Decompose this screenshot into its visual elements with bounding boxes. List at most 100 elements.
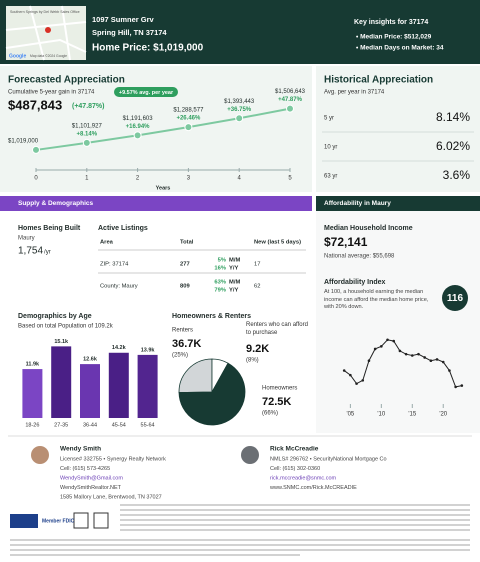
agent-info: WendySmithRealtor.NET bbox=[60, 485, 122, 491]
change: 79% bbox=[214, 288, 226, 294]
period: Y/Y bbox=[229, 266, 238, 272]
data-point bbox=[235, 114, 244, 123]
data-point bbox=[423, 356, 426, 359]
data-point bbox=[286, 104, 294, 113]
period: M/M bbox=[229, 258, 240, 264]
x-tick-label: 45-54 bbox=[112, 422, 126, 428]
value-label: $1,101,927 bbox=[72, 123, 103, 129]
value-label: 14.2k bbox=[112, 345, 127, 351]
value-label: (66%) bbox=[262, 411, 278, 417]
table-header: Area bbox=[100, 240, 114, 246]
chart-subtitle: Cumulative 5-year gain in 37174 bbox=[8, 90, 95, 96]
value-label: $1,393,443 bbox=[224, 99, 255, 105]
block-title: Active Listings bbox=[98, 225, 148, 232]
map bbox=[6, 6, 86, 60]
agent-info: 1585 Mallory Lane, Brentwood, TN 37027 bbox=[60, 494, 162, 500]
data-point bbox=[404, 352, 408, 356]
bar bbox=[137, 354, 158, 418]
insight: • Median Days on Market: 34 bbox=[356, 45, 444, 52]
panel-title: Historical Appreciation bbox=[324, 75, 433, 86]
x-tick-label: '05 bbox=[346, 412, 354, 418]
pie-slice bbox=[178, 358, 213, 393]
period: Y/Y bbox=[229, 288, 238, 294]
agent-info: Cell: (615) 573-4265 bbox=[60, 466, 110, 472]
change: 63% bbox=[214, 280, 226, 286]
value-label: (8%) bbox=[246, 358, 259, 364]
insights-title: Key insights for 37174 bbox=[354, 19, 428, 26]
chart-title: Demographics by Age bbox=[18, 313, 92, 320]
data-point bbox=[435, 358, 439, 361]
x-tick-label: 18-26 bbox=[25, 422, 39, 428]
bar bbox=[22, 369, 43, 418]
table-cell: 277 bbox=[180, 262, 190, 268]
data-point bbox=[184, 123, 193, 132]
rate: 8.14% bbox=[436, 110, 470, 124]
change-label: +36.75% bbox=[227, 107, 252, 113]
legend-label: Renters bbox=[172, 328, 193, 334]
rate: 6.02% bbox=[436, 139, 470, 153]
map-pin bbox=[45, 27, 51, 33]
historical-panel bbox=[316, 66, 480, 192]
agent-name: Wendy Smith bbox=[60, 446, 101, 453]
x-tick-label: 0 bbox=[34, 176, 38, 182]
insight: • Median Price: $512,029 bbox=[356, 34, 432, 41]
bar bbox=[51, 346, 72, 418]
logo bbox=[73, 512, 89, 529]
x-tick-label: '20 bbox=[439, 412, 447, 418]
data-point bbox=[349, 373, 352, 377]
data-point bbox=[454, 385, 457, 389]
index-value: 116 bbox=[447, 293, 464, 304]
data-point bbox=[410, 354, 414, 357]
block-title: Homes Being Built bbox=[18, 225, 81, 232]
section-title: Supply & Demographics bbox=[18, 200, 94, 207]
agent-photo bbox=[31, 446, 49, 464]
value-label: 13.9k bbox=[141, 347, 156, 353]
homes-value: 1,754 bbox=[18, 246, 43, 257]
change-label: +47.87% bbox=[278, 97, 303, 103]
table-cell: 17 bbox=[254, 262, 260, 268]
data-point bbox=[380, 345, 383, 348]
badge bbox=[114, 87, 178, 97]
x-axis-label: Years bbox=[156, 185, 171, 191]
value-label: $1,191,603 bbox=[123, 116, 154, 122]
agent-info: NMLS# 296762 • SecurityNational Mortgage… bbox=[270, 456, 387, 462]
change: 16% bbox=[214, 266, 226, 272]
data-point bbox=[441, 360, 445, 364]
x-tick-label: 4 bbox=[238, 176, 242, 182]
data-point bbox=[361, 379, 365, 382]
value-label: 11.9k bbox=[26, 362, 40, 368]
agent-photo bbox=[241, 446, 259, 464]
data-point bbox=[386, 338, 389, 342]
badge-text: +9.57% avg. per year bbox=[119, 90, 174, 96]
agent-info: WendySmith@Gmail.com bbox=[60, 475, 123, 481]
count-label: 9.2K bbox=[246, 343, 269, 355]
change-label: +8.14% bbox=[77, 131, 98, 137]
data-point bbox=[417, 352, 420, 356]
value-label: 15.1k bbox=[54, 339, 69, 345]
x-tick-label: 5 bbox=[288, 176, 292, 182]
x-tick-label: 1 bbox=[85, 176, 89, 182]
legend-label: Renters who can afford to purchase bbox=[246, 322, 308, 337]
agent-info: Cell: (615) 302-0360 bbox=[270, 466, 320, 472]
section-bar bbox=[316, 196, 480, 211]
data-point bbox=[367, 359, 371, 363]
period: 63 yr bbox=[324, 174, 337, 180]
count-label: 36.7K bbox=[172, 338, 201, 350]
area: Maury bbox=[18, 236, 35, 242]
table-header: Total bbox=[180, 240, 194, 246]
data-point bbox=[448, 369, 451, 372]
bar bbox=[108, 352, 129, 418]
data-point bbox=[342, 369, 346, 372]
data-point bbox=[32, 145, 40, 154]
period: M/M bbox=[229, 280, 240, 286]
data-point bbox=[373, 347, 377, 351]
table-cell: County: Maury bbox=[100, 284, 138, 290]
income-value: $72,141 bbox=[324, 235, 368, 249]
period: 10 yr bbox=[324, 145, 337, 151]
table-cell: ZIP: 37174 bbox=[100, 262, 129, 268]
agent-info: www.SNMC.com/Rick.McCREADIE bbox=[269, 485, 357, 491]
data-point bbox=[133, 131, 142, 140]
gain-pct: (+47.87%) bbox=[72, 103, 105, 110]
data-point bbox=[429, 359, 433, 363]
